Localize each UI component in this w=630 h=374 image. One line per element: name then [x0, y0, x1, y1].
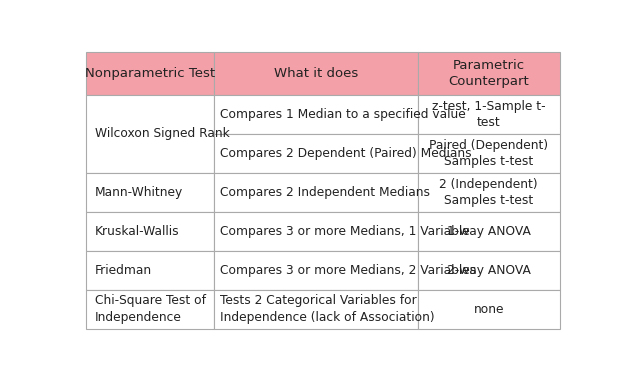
- Bar: [418, 289, 559, 328]
- Text: Kruskal-Wallis: Kruskal-Wallis: [94, 225, 179, 238]
- Text: Compares 2 Dependent (Paired) Medians: Compares 2 Dependent (Paired) Medians: [220, 147, 471, 160]
- Text: Compares 2 Independent Medians: Compares 2 Independent Medians: [220, 186, 430, 199]
- Bar: [86, 289, 214, 328]
- Text: 1-way ANOVA: 1-way ANOVA: [447, 225, 530, 238]
- Bar: [86, 173, 214, 212]
- Text: 2-way ANOVA: 2-way ANOVA: [447, 264, 530, 277]
- Bar: [86, 212, 214, 251]
- Bar: [418, 251, 559, 289]
- Bar: [214, 134, 418, 173]
- Bar: [86, 95, 214, 173]
- Bar: [214, 173, 418, 212]
- Text: Paired (Dependent)
Samples t-test: Paired (Dependent) Samples t-test: [429, 139, 548, 168]
- Bar: [86, 251, 214, 289]
- Text: Compares 3 or more Medians, 1 Variable: Compares 3 or more Medians, 1 Variable: [220, 225, 469, 238]
- Text: z-test, 1-Sample t-
test: z-test, 1-Sample t- test: [432, 99, 546, 129]
- Bar: [214, 52, 418, 95]
- Bar: [418, 173, 559, 212]
- Text: Wilcoxon Signed Rank: Wilcoxon Signed Rank: [94, 128, 229, 140]
- Text: Parametric
Counterpart: Parametric Counterpart: [449, 59, 529, 88]
- Bar: [214, 212, 418, 251]
- Bar: [418, 134, 559, 173]
- Bar: [214, 95, 418, 134]
- Bar: [418, 212, 559, 251]
- Text: Tests 2 Categorical Variables for
Independence (lack of Association): Tests 2 Categorical Variables for Indepe…: [220, 294, 434, 324]
- Text: none: none: [473, 303, 504, 316]
- Text: Compares 1 Median to a specified value: Compares 1 Median to a specified value: [220, 108, 466, 121]
- Text: Nonparametric Test: Nonparametric Test: [85, 67, 215, 80]
- Bar: [214, 251, 418, 289]
- Text: Compares 3 or more Medians, 2 Variables: Compares 3 or more Medians, 2 Variables: [220, 264, 476, 277]
- Bar: [418, 95, 559, 134]
- Bar: [86, 52, 214, 95]
- Text: Friedman: Friedman: [94, 264, 152, 277]
- Bar: [214, 289, 418, 328]
- Text: Mann-Whitney: Mann-Whitney: [94, 186, 183, 199]
- Text: What it does: What it does: [273, 67, 358, 80]
- Text: 2 (Independent)
Samples t-test: 2 (Independent) Samples t-test: [439, 178, 538, 207]
- Text: Chi-Square Test of
Independence: Chi-Square Test of Independence: [94, 294, 205, 324]
- Bar: [418, 52, 559, 95]
